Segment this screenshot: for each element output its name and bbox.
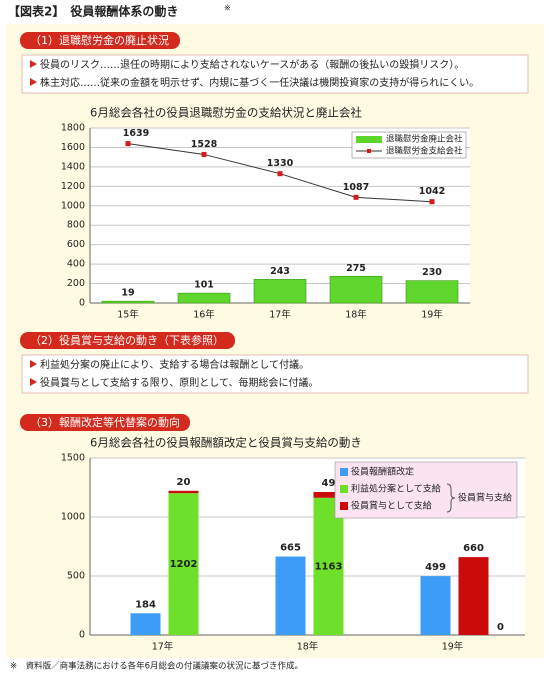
legend-swatch bbox=[367, 149, 371, 153]
line-marker bbox=[125, 141, 131, 147]
value-label: 1042 bbox=[419, 186, 445, 197]
value-label: 1087 bbox=[343, 182, 369, 193]
chart-title: 6月総会各社の役員報酬額改定と役員賞与支給の動き bbox=[90, 436, 362, 450]
legend-label: 役員報酬額改定 bbox=[351, 466, 414, 478]
legend-box bbox=[334, 461, 518, 519]
value-label: 0 bbox=[497, 622, 504, 633]
y-tick-label: 1800 bbox=[61, 123, 85, 134]
bar bbox=[313, 491, 344, 498]
footnote: ※ 資料版／商事法務における各年6月総会の付議議案の状況に基づき作成。 bbox=[10, 661, 303, 672]
value-label: 1330 bbox=[267, 158, 294, 169]
y-tick-label: 800 bbox=[67, 220, 85, 231]
legend-swatch bbox=[340, 468, 348, 476]
y-tick-label: 1600 bbox=[61, 142, 85, 153]
bar bbox=[420, 576, 451, 635]
x-tick-label: 18年 bbox=[297, 641, 319, 653]
bullet-marker bbox=[30, 360, 37, 386]
legend-swatch bbox=[340, 485, 348, 493]
y-tick-label: 200 bbox=[67, 278, 85, 289]
value-label: 1163 bbox=[315, 561, 343, 572]
text-box bbox=[21, 354, 529, 394]
bar bbox=[458, 557, 489, 635]
bullet: 役員賞与として支給する限り、原則として、毎期総会に付議。 bbox=[40, 376, 319, 389]
x-tick-label: 19年 bbox=[442, 641, 464, 653]
value-label: 1639 bbox=[123, 128, 149, 139]
value-label: 184 bbox=[135, 599, 156, 610]
line-marker bbox=[201, 151, 207, 157]
x-tick-label: 15年 bbox=[117, 309, 139, 321]
value-label: 275 bbox=[346, 263, 366, 274]
legend-swatch bbox=[356, 136, 382, 143]
x-tick-label: 19年 bbox=[421, 309, 443, 321]
y-tick-label: 600 bbox=[67, 239, 85, 250]
value-label: 1202 bbox=[170, 559, 198, 570]
y-tick-label: 1000 bbox=[61, 512, 85, 523]
y-tick-label: 0 bbox=[79, 630, 85, 641]
section-tab bbox=[20, 414, 190, 431]
title: 【図表2】 役員報酬体系の動き bbox=[8, 4, 178, 19]
legend-box bbox=[351, 131, 467, 159]
legend-label: 退職慰労金廃止会社 bbox=[386, 134, 463, 145]
legend-swatch bbox=[340, 502, 348, 510]
x-tick-label: 17年 bbox=[152, 641, 174, 653]
legend-group: 役員賞与支給 bbox=[458, 492, 512, 504]
value-label: 1528 bbox=[191, 139, 218, 150]
value-label: 20 bbox=[177, 477, 191, 488]
line-marker bbox=[353, 194, 359, 200]
bar bbox=[253, 279, 307, 304]
bar bbox=[168, 490, 199, 494]
value-label: 665 bbox=[280, 543, 301, 554]
legend-label: 退職慰労金支給会社 bbox=[386, 146, 463, 157]
value-label: 499 bbox=[425, 562, 446, 573]
y-tick-label: 400 bbox=[67, 259, 85, 270]
bullet: 利益処分案の廃止により、支給する場合は報酬として付議。 bbox=[40, 358, 309, 371]
section-heading: （3）報酬改定等代替案の動向 bbox=[30, 415, 180, 429]
section-heading: （1）退職慰労金の廃止状況 bbox=[30, 33, 169, 47]
bar bbox=[275, 556, 306, 635]
y-tick-label: 1000 bbox=[61, 200, 85, 211]
y-tick-label: 500 bbox=[67, 571, 85, 582]
line-marker bbox=[277, 171, 283, 177]
title-mark: ※ bbox=[224, 4, 231, 13]
value-label: 243 bbox=[270, 266, 290, 277]
bar bbox=[168, 493, 199, 635]
line-marker bbox=[429, 199, 435, 205]
x-tick-label: 17年 bbox=[269, 309, 291, 321]
bar bbox=[101, 300, 155, 304]
x-tick-label: 16年 bbox=[193, 309, 215, 321]
chart-title: 6月総会各社の役員退職慰労金の支給状況と廃止会社 bbox=[90, 106, 362, 120]
x-tick-label: 18年 bbox=[345, 309, 367, 321]
y-tick-label: 1400 bbox=[61, 161, 85, 172]
value-label: 49 bbox=[322, 478, 336, 489]
legend-brace bbox=[446, 483, 456, 513]
bar bbox=[177, 292, 231, 304]
bullet: 役員のリスク……退任の時期により支給されないケースがある（報酬の後払いの毀損リス… bbox=[40, 58, 464, 71]
value-label: 660 bbox=[463, 543, 484, 554]
value-label: 230 bbox=[422, 267, 442, 278]
section-tab bbox=[20, 332, 235, 349]
bar bbox=[313, 497, 344, 635]
y-tick-label: 1500 bbox=[61, 453, 85, 464]
legend-label: 利益処分案として支給 bbox=[351, 483, 441, 495]
legend-label: 役員賞与として支給 bbox=[351, 500, 432, 512]
bullet-marker bbox=[30, 60, 37, 86]
value-label: 19 bbox=[121, 288, 134, 299]
bar bbox=[405, 280, 459, 304]
bar bbox=[130, 613, 161, 635]
y-tick-label: 0 bbox=[79, 298, 85, 309]
section-heading: （2）役員賞与支給の動き（下表参照） bbox=[30, 333, 224, 347]
value-label: 101 bbox=[194, 280, 214, 291]
bar bbox=[329, 275, 383, 304]
y-tick-label: 1200 bbox=[61, 181, 85, 192]
text-box bbox=[21, 54, 529, 94]
section-tab bbox=[20, 32, 180, 49]
bullet: 株主対応……従来の金額を明示せず、内規に基づく一任決議は機関投資家の支持が得られ… bbox=[40, 76, 479, 89]
